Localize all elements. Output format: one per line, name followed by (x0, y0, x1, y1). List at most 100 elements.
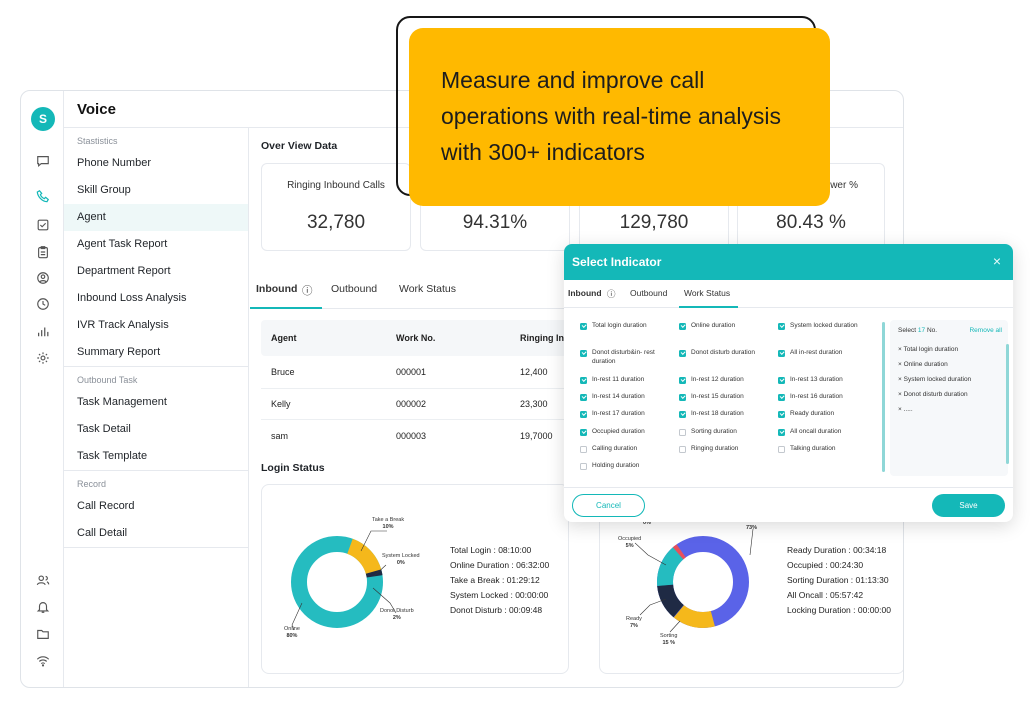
indicator-checkbox[interactable]: In-rest 11 duration (580, 376, 672, 385)
indicator-checkbox[interactable]: Talking duration (778, 445, 870, 454)
user-circle-icon[interactable] (33, 268, 53, 288)
checkbox-checked-icon[interactable] (679, 410, 686, 418)
indicator-checkbox[interactable]: Ready duration (778, 410, 870, 419)
modal-tab-work-status[interactable]: Work Status (684, 288, 731, 298)
tab-inbound[interactable]: Inbound (256, 283, 298, 295)
remove-icon[interactable]: × (898, 391, 902, 398)
indicator-checkbox[interactable]: In-rest 16 duration (778, 393, 870, 402)
column-header[interactable]: Work No. (396, 333, 436, 343)
remove-icon[interactable]: × (898, 361, 902, 368)
close-icon[interactable]: × (992, 253, 1001, 269)
checkbox-checked-icon[interactable] (679, 393, 686, 401)
indicator-checkbox[interactable]: Total login duration (580, 322, 672, 331)
options-scrollbar[interactable] (882, 322, 885, 472)
cancel-button[interactable]: Cancel (572, 494, 645, 517)
selected-item[interactable]: × ..... (898, 406, 913, 413)
nav-item-call-detail[interactable]: Call Detail (77, 527, 128, 539)
nav-item-phone-number[interactable]: Phone Number (77, 157, 151, 169)
nav-item-ivr-track-analysis[interactable]: IVR Track Analysis (77, 319, 169, 331)
nav-item-agent[interactable]: Agent (64, 204, 248, 231)
tab-work-status[interactable]: Work Status (399, 283, 456, 295)
indicator-checkbox[interactable]: Ringing duration (679, 445, 771, 454)
nav-item-task-management[interactable]: Task Management (77, 396, 167, 408)
clock-icon[interactable] (33, 294, 53, 314)
settings-icon[interactable] (33, 348, 53, 368)
nav-item-task-detail[interactable]: Task Detail (77, 423, 131, 435)
checkbox-checked-icon[interactable] (580, 322, 587, 330)
indicator-checkbox[interactable]: In-rest 13 duration (778, 376, 870, 385)
bar-chart-icon[interactable] (33, 321, 53, 341)
nav-item-summary-report[interactable]: Summary Report (77, 346, 161, 358)
indicator-checkbox[interactable]: In-rest 15 duration (679, 393, 771, 402)
selected-item[interactable]: × Donot disturb duration (898, 391, 968, 398)
indicator-checkbox[interactable]: Holding duration (580, 462, 672, 471)
checkbox-checked-icon[interactable] (778, 349, 785, 357)
checkbox-icon[interactable] (33, 215, 53, 235)
avatar[interactable]: S (31, 107, 55, 131)
people-icon[interactable] (33, 570, 53, 590)
selected-scrollbar[interactable] (1006, 344, 1009, 464)
nav-item-call-record[interactable]: Call Record (77, 500, 135, 512)
selected-item[interactable]: × Total login duration (898, 346, 958, 353)
checkbox-checked-icon[interactable] (580, 393, 587, 401)
checkbox-checked-icon[interactable] (679, 349, 686, 357)
nav-item-department-report[interactable]: Department Report (77, 265, 171, 277)
table-cell: 000001 (396, 367, 427, 377)
checkbox-checked-icon[interactable] (580, 349, 587, 357)
phone-icon[interactable] (33, 186, 53, 206)
checkbox-checked-icon[interactable] (580, 428, 587, 436)
checkbox-checked-icon[interactable] (679, 376, 686, 384)
bell-icon[interactable] (33, 597, 53, 617)
remove-icon[interactable]: × (898, 406, 902, 413)
info-icon[interactable]: ⓘ (607, 289, 616, 299)
remove-all-link[interactable]: Remove all (969, 327, 1002, 334)
indicator-checkbox[interactable]: In-rest 17 duration (580, 410, 672, 419)
indicator-checkbox[interactable]: In-rest 14 duration (580, 393, 672, 402)
indicator-checkbox[interactable]: All oncall duration (778, 428, 870, 437)
checkbox-unchecked-icon[interactable] (679, 445, 686, 453)
column-header[interactable]: Ringing In (520, 333, 564, 343)
checkbox-checked-icon[interactable] (778, 393, 785, 401)
segment-label-break: Take a Break 10% (372, 517, 404, 531)
info-icon[interactable]: ⓘ (302, 285, 313, 297)
indicator-checkbox[interactable]: Calling duration (580, 445, 672, 454)
indicator-checkbox[interactable]: System locked duration (778, 322, 870, 331)
chat-icon[interactable] (33, 151, 53, 171)
checkbox-unchecked-icon[interactable] (580, 462, 587, 470)
checkbox-checked-icon[interactable] (580, 410, 587, 418)
nav-item-task-template[interactable]: Task Template (77, 450, 148, 462)
save-button[interactable]: Save (932, 494, 1005, 517)
clipboard-icon[interactable] (33, 242, 53, 262)
selected-item[interactable]: × Online duration (898, 361, 948, 368)
remove-icon[interactable]: × (898, 346, 902, 353)
indicator-checkbox[interactable]: All in-rest duration (778, 349, 870, 358)
indicator-checkbox[interactable]: Online duration (679, 322, 771, 331)
checkbox-checked-icon[interactable] (778, 376, 785, 384)
wifi-icon[interactable] (33, 651, 53, 671)
checkbox-unchecked-icon[interactable] (778, 445, 785, 453)
checkbox-checked-icon[interactable] (778, 410, 785, 418)
nav-item-skill-group[interactable]: Skill Group (77, 184, 131, 196)
indicator-checkbox[interactable]: Donot disturb duration (679, 349, 771, 358)
selected-item[interactable]: × System locked duration (898, 376, 971, 383)
checkbox-unchecked-icon[interactable] (580, 445, 587, 453)
checkbox-checked-icon[interactable] (778, 428, 785, 436)
modal-tab-inbound[interactable]: Inbound (568, 288, 602, 298)
nav-item-agent-task-report[interactable]: Agent Task Report (77, 238, 168, 250)
remove-icon[interactable]: × (898, 376, 902, 383)
indicator-checkbox[interactable]: Occupied duration (580, 428, 672, 437)
tab-outbound[interactable]: Outbound (331, 283, 378, 295)
checkbox-checked-icon[interactable] (679, 322, 686, 330)
indicator-checkbox[interactable]: In-rest 12 duration (679, 376, 771, 385)
indicator-checkbox[interactable]: Sorting duration (679, 428, 771, 437)
folder-icon[interactable] (33, 624, 53, 644)
indicator-checkbox[interactable]: Donot disturb&in- rest duration (580, 349, 672, 367)
checkbox-unchecked-icon[interactable] (679, 428, 686, 436)
column-header[interactable]: Agent (271, 333, 297, 343)
checkbox-checked-icon[interactable] (778, 322, 785, 330)
table-header: Agent Work No. Ringing In (261, 320, 591, 356)
checkbox-checked-icon[interactable] (580, 376, 587, 384)
nav-item-inbound-loss-analysis[interactable]: Inbound Loss Analysis (77, 292, 187, 304)
modal-tab-outbound[interactable]: Outbound (630, 288, 668, 298)
indicator-checkbox[interactable]: In-rest 18 duration (679, 410, 771, 419)
